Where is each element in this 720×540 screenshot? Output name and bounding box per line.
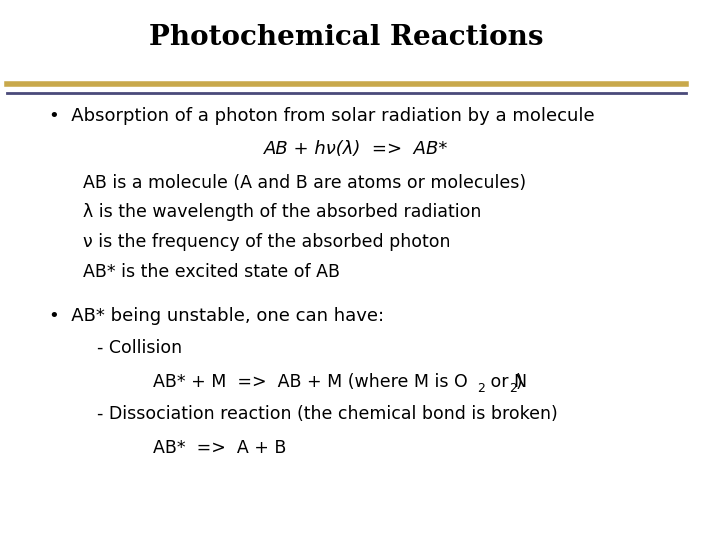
Text: AB* is the excited state of AB: AB* is the excited state of AB (84, 262, 340, 281)
Text: •  AB* being unstable, one can have:: • AB* being unstable, one can have: (48, 307, 384, 325)
Text: ): ) (516, 373, 523, 391)
Text: 2: 2 (477, 382, 485, 395)
Text: λ is the wavelength of the absorbed radiation: λ is the wavelength of the absorbed radi… (84, 203, 482, 221)
Text: •  Absorption of a photon from solar radiation by a molecule: • Absorption of a photon from solar radi… (48, 107, 594, 125)
Text: AB is a molecule (A and B are atoms or molecules): AB is a molecule (A and B are atoms or m… (84, 173, 526, 192)
Text: or N: or N (485, 373, 527, 391)
Text: Photochemical Reactions: Photochemical Reactions (150, 24, 544, 51)
Text: AB*  =>  A + B: AB* => A + B (153, 439, 286, 457)
Text: ν is the frequency of the absorbed photon: ν is the frequency of the absorbed photo… (84, 233, 451, 251)
Text: 2: 2 (509, 382, 517, 395)
Text: AB* + M  =>  AB + M (where M is O: AB* + M => AB + M (where M is O (153, 373, 467, 391)
Text: - Collision: - Collision (97, 339, 182, 357)
Text: AB + hν(λ)  =>  AB*: AB + hν(λ) => AB* (264, 139, 448, 158)
Text: - Dissociation reaction (the chemical bond is broken): - Dissociation reaction (the chemical bo… (97, 405, 558, 423)
